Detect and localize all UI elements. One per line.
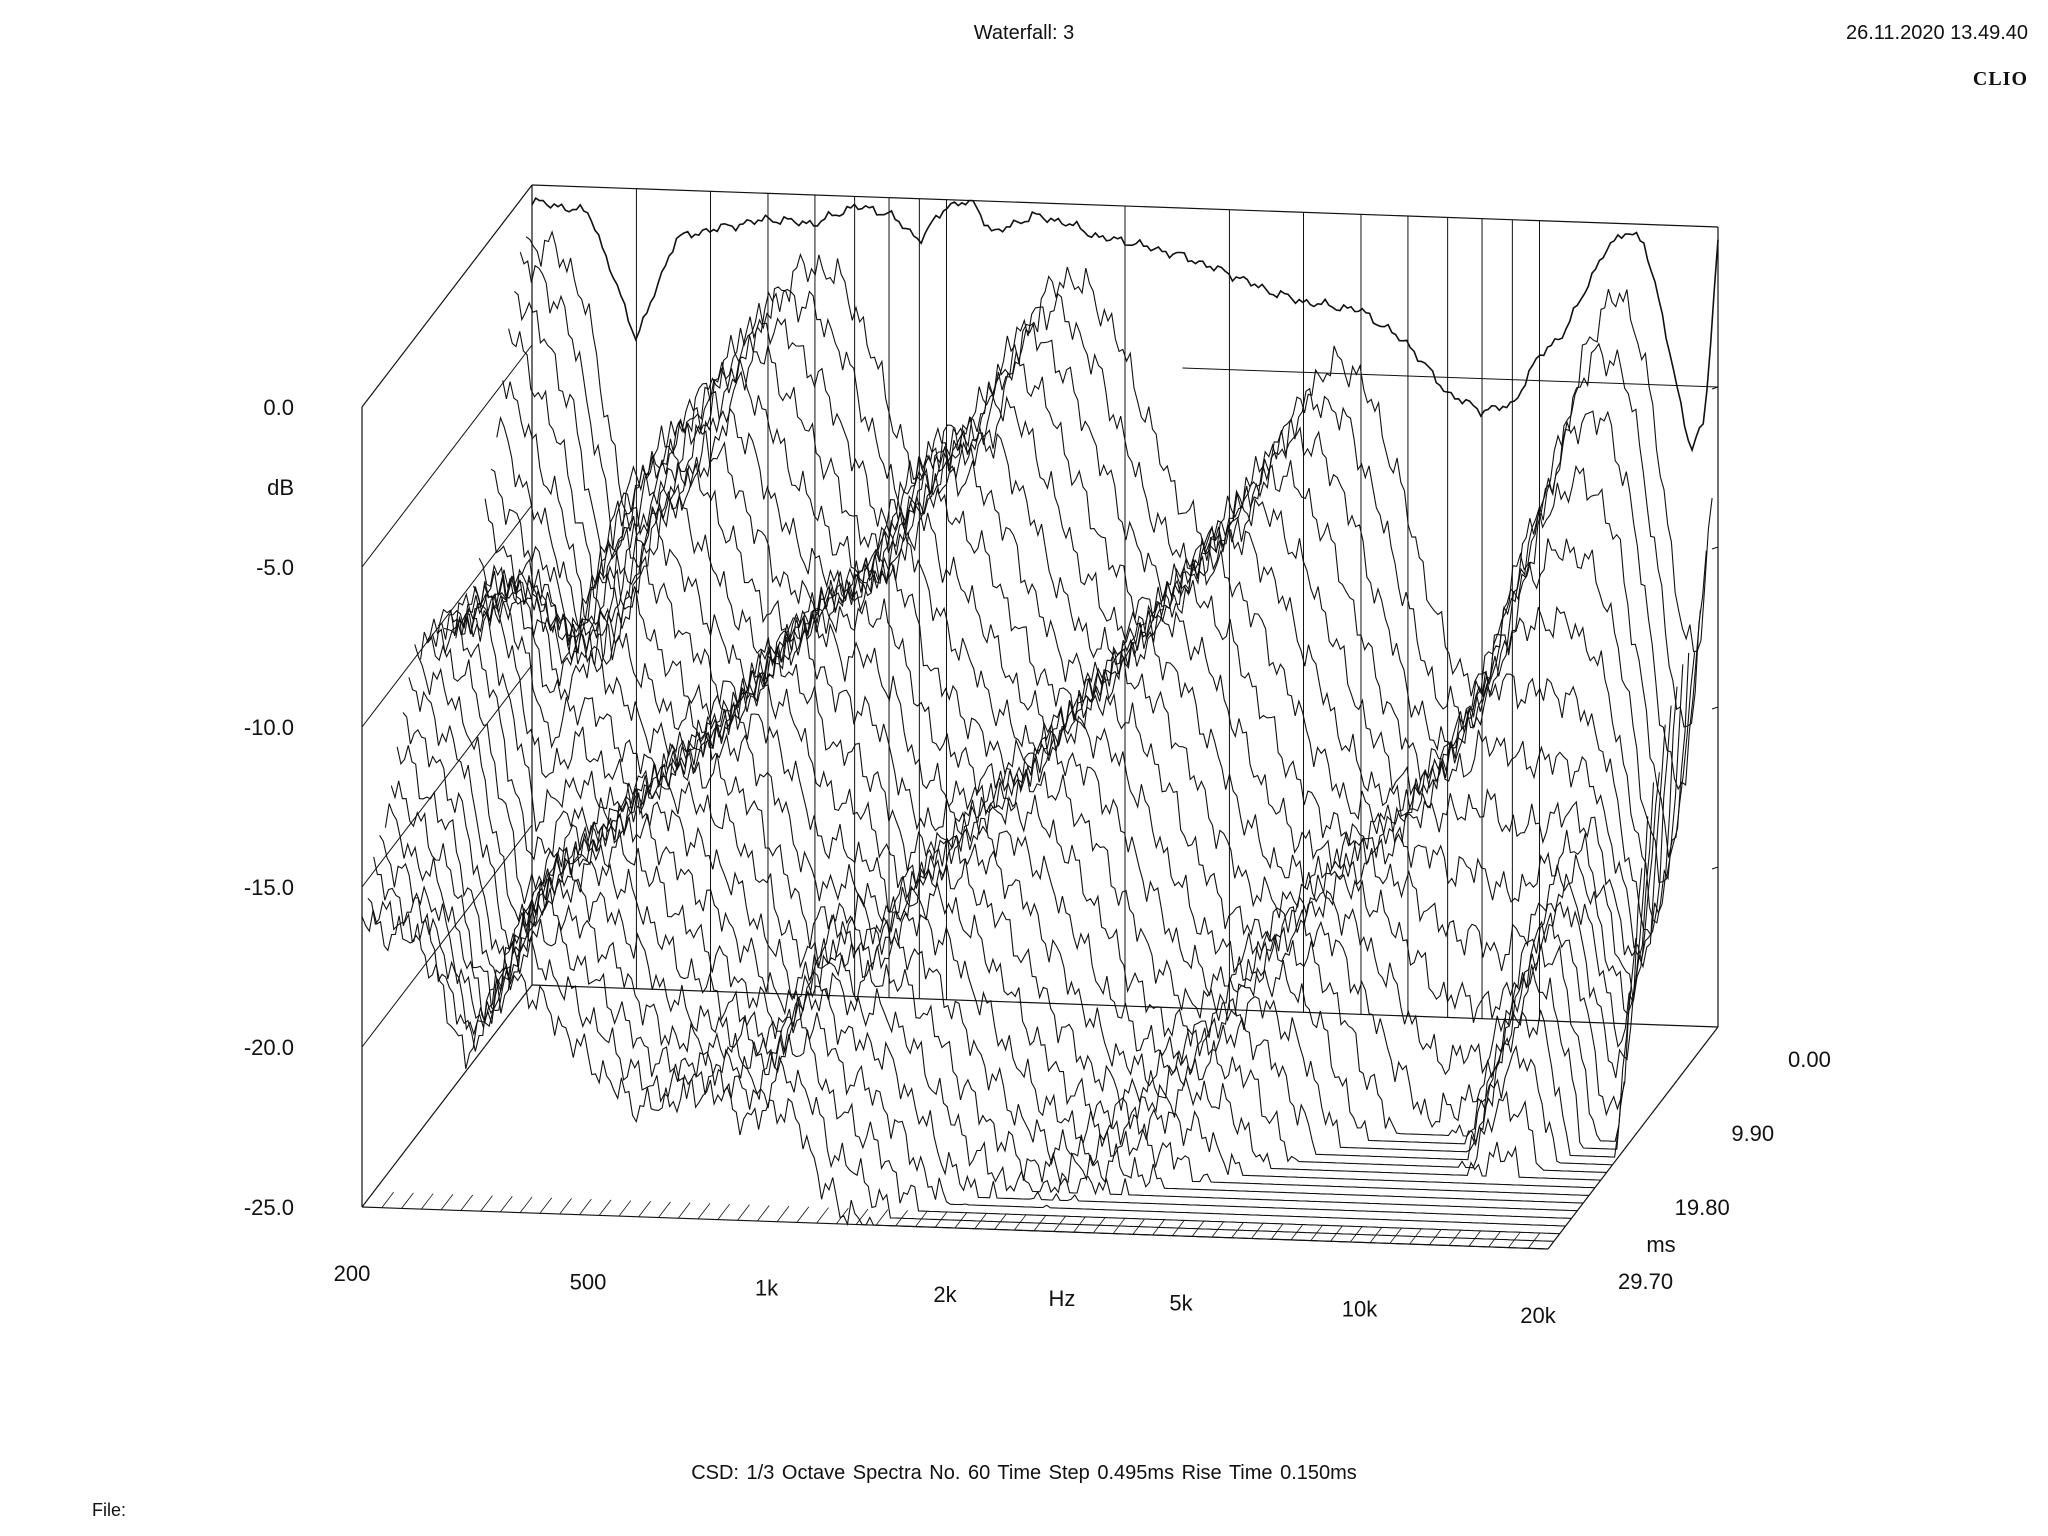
decay-spectrum-line [408, 677, 1595, 1189]
axis-labels: 0.0 -5.0 -10.0 -15.0 -20.0 -25.0 dB 200 500 1k 2k 5… [244, 395, 1831, 1328]
floor-hatch [559, 1198, 572, 1215]
floor-hatch [796, 1206, 810, 1223]
floor-hatch [737, 1204, 750, 1221]
decay-spectrum-line [514, 290, 1701, 791]
decay-spectrum-line [367, 897, 1554, 1242]
left-wall-gridline [361, 824, 533, 1048]
left-wall-gridline [361, 664, 533, 888]
chart-title: Waterfall: 3 [973, 22, 1075, 44]
decay-spectrum-line [402, 712, 1590, 1196]
left-wall-gridline [361, 504, 533, 728]
x-axis-label: Hz [1049, 1286, 1076, 1311]
right-wall-tick [1711, 866, 1719, 870]
floor-hatch [875, 1209, 889, 1226]
y-tick-label: -10.0 [244, 715, 294, 740]
floor-hatch [420, 1193, 434, 1210]
decay-spectrum-line [449, 570, 1637, 1129]
measurement-settings: CSD: 1/3 Octave Spectra No. 60 Time Step… [691, 1462, 1357, 1484]
plot-frame [361, 184, 1719, 1250]
floor-hatch [697, 1203, 711, 1220]
z-tick-label: 9.90 [1731, 1121, 1774, 1146]
decay-spectrum-line [490, 420, 1678, 937]
decay-spectrum-line [478, 466, 1666, 969]
decay-spectrum-line [379, 835, 1566, 1227]
decay-spectrum-line [484, 438, 1672, 961]
floor-hatch [440, 1194, 454, 1211]
decay-spectrum-line [443, 574, 1631, 1142]
y-tick-label: -5.0 [256, 555, 294, 580]
decay-spectrum-line [472, 500, 1660, 1002]
x-tick-label: 2k [933, 1282, 957, 1307]
decay-spectrum-line [420, 631, 1607, 1173]
x-tick-label: 10k [1342, 1297, 1378, 1322]
z-tick-label: 19.80 [1675, 1195, 1730, 1220]
decay-spectrum-line [373, 856, 1560, 1235]
y-tick-label: -20.0 [244, 1035, 294, 1060]
z-tick-label: 29.70 [1618, 1269, 1673, 1294]
floor-hatch [381, 1191, 394, 1208]
decay-spectrum-line [502, 358, 1690, 884]
decay-spectrum-line [384, 803, 1572, 1219]
floor-hatch [500, 1196, 513, 1213]
frame-left-floor [361, 984, 533, 1208]
floor-hatch [816, 1207, 829, 1224]
frame-right-floor [1547, 1026, 1719, 1250]
floor-hatch [519, 1196, 533, 1213]
decay-spectrum-line [525, 230, 1713, 698]
z-axis-label: ms [1646, 1232, 1675, 1257]
y-tick-label: -15.0 [244, 875, 294, 900]
decay-spectrum-line [361, 909, 1549, 1250]
decay-spectrum-line [461, 565, 1649, 1048]
decay-spectrum-line [414, 644, 1601, 1181]
floor-hatch [855, 1208, 869, 1225]
floor-hatch [717, 1203, 731, 1220]
floor-hatch [401, 1192, 414, 1209]
decay-spectrum-line [396, 745, 1584, 1204]
y-axis-label: dB [267, 475, 294, 500]
floor-hatch [638, 1201, 651, 1218]
decay-spectrum-line [455, 569, 1643, 1079]
right-wall-tick [1711, 706, 1719, 710]
y-tick-label: 0.0 [263, 395, 294, 420]
back-wall-db-line [1182, 367, 1719, 388]
decay-spectrum-line [426, 617, 1613, 1166]
floor-hatch [480, 1195, 493, 1212]
x-tick-label: 20k [1520, 1303, 1556, 1328]
x-tick-label: 200 [334, 1261, 371, 1286]
frame-top-left-edge [361, 184, 533, 408]
brand-logo: CLIO [1972, 68, 2028, 90]
floor-hatch [539, 1197, 553, 1214]
y-tick-label: -25.0 [244, 1195, 294, 1220]
decay-spectrum-line [431, 608, 1619, 1158]
floor-hatch [460, 1194, 474, 1211]
file-label: File: [92, 1500, 127, 1520]
right-wall-tick [1711, 546, 1719, 550]
decay-spectrum-line [531, 196, 1719, 453]
x-tick-label: 1k [755, 1276, 779, 1301]
x-tick-label: 500 [570, 1269, 607, 1294]
z-tick-label: 0.00 [1788, 1047, 1831, 1072]
decay-spectrum-line [437, 586, 1625, 1150]
timestamp: 26.11.2020 13.49.40 [1845, 22, 2028, 44]
floor-hatch [776, 1205, 790, 1222]
left-wall-gridline [361, 344, 533, 568]
decay-spectrum-line [519, 252, 1707, 731]
decay-spectra [361, 196, 1719, 1250]
floor-hatch [579, 1198, 592, 1215]
floor-hatch [677, 1202, 691, 1219]
floor-hatch [658, 1201, 671, 1218]
floor-hatch [598, 1199, 612, 1216]
decay-spectrum-line [508, 328, 1696, 858]
x-tick-label: 5k [1169, 1290, 1193, 1315]
floor-hatch [618, 1200, 632, 1217]
floor-hatch [757, 1205, 770, 1222]
